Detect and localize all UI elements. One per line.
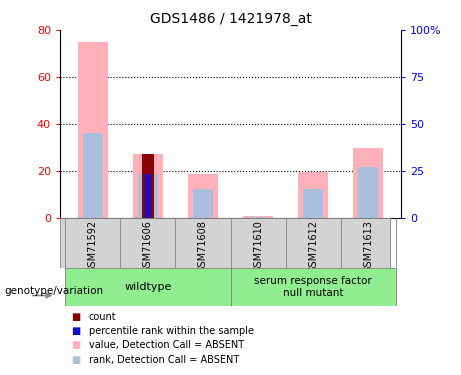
Bar (142, 154, 154, 218)
Bar (83, 133, 103, 218)
Text: rank, Detection Call = ABSENT: rank, Detection Call = ABSENT (89, 355, 239, 364)
Bar (359, 167, 378, 217)
Text: GSM71592: GSM71592 (88, 220, 98, 273)
Bar (145, 174, 151, 217)
Text: percentile rank within the sample: percentile rank within the sample (89, 326, 254, 336)
Bar (353, 148, 383, 217)
Bar (243, 216, 273, 217)
Text: count: count (89, 312, 117, 322)
Bar (188, 174, 218, 217)
Text: GSM71613: GSM71613 (363, 220, 373, 273)
Bar (303, 189, 323, 217)
Text: ■: ■ (71, 326, 81, 336)
Bar (138, 174, 158, 217)
Text: value, Detection Call = ABSENT: value, Detection Call = ABSENT (89, 340, 244, 350)
Bar (65, 268, 230, 306)
Text: serum response factor
null mutant: serum response factor null mutant (254, 276, 372, 298)
Bar (133, 154, 163, 218)
Text: genotype/variation: genotype/variation (5, 286, 104, 296)
Text: GSM71610: GSM71610 (253, 220, 263, 273)
Text: GSM71608: GSM71608 (198, 220, 208, 273)
Text: GSM71612: GSM71612 (308, 220, 318, 273)
Text: ■: ■ (71, 355, 81, 364)
Text: GSM71606: GSM71606 (143, 220, 153, 273)
Text: wildtype: wildtype (124, 282, 171, 292)
Bar (78, 42, 108, 218)
Bar (298, 172, 328, 217)
Text: ■: ■ (71, 312, 81, 322)
Bar (230, 268, 396, 306)
Bar (193, 189, 213, 217)
Title: GDS1486 / 1421978_at: GDS1486 / 1421978_at (149, 12, 312, 26)
Text: ■: ■ (71, 340, 81, 350)
